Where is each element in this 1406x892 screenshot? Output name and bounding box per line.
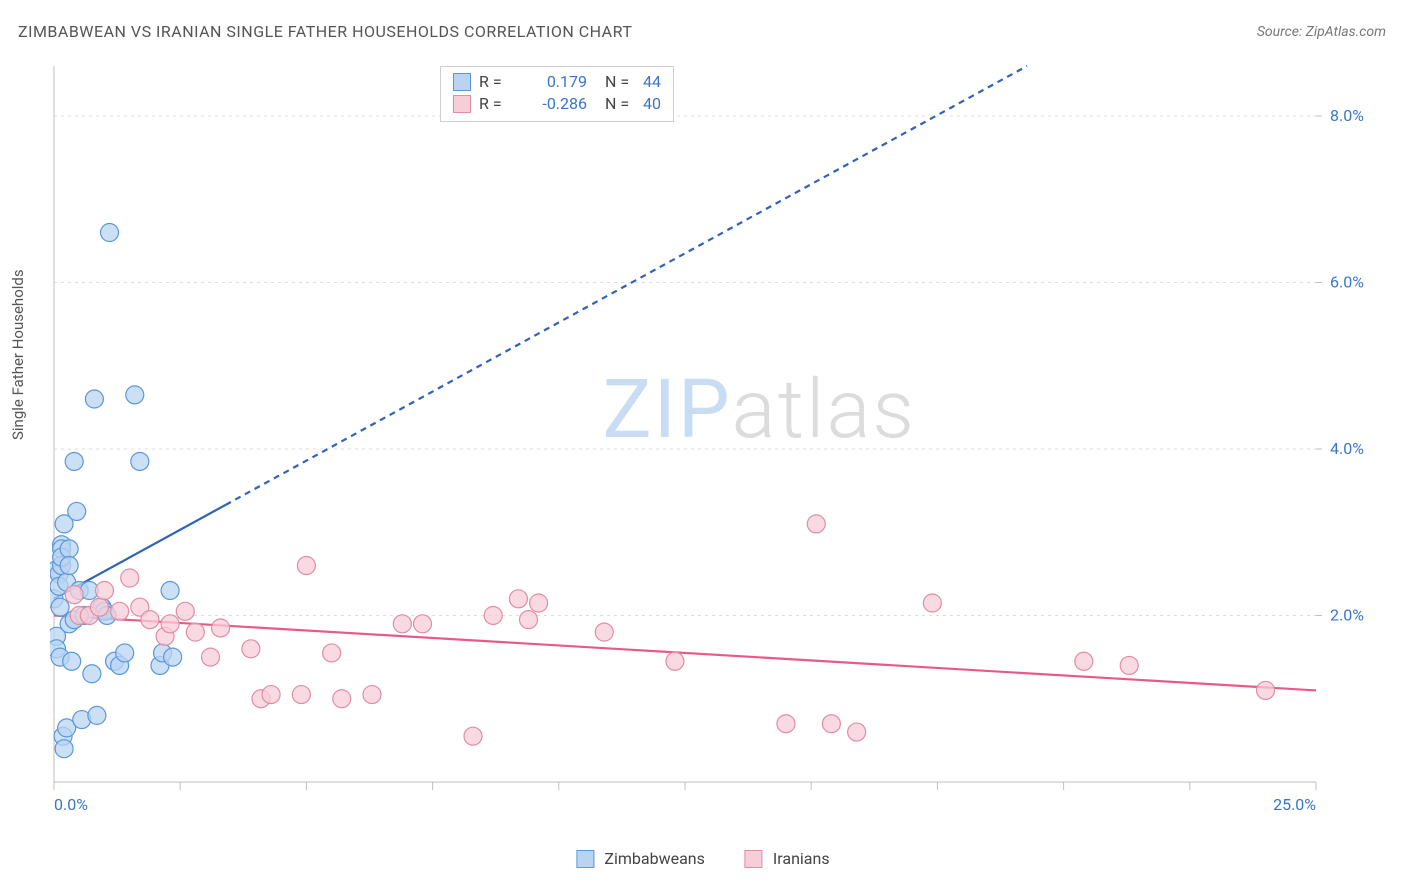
series-legend-item: Iranians [745,849,830,868]
y-tick-label: 6.0% [1330,272,1364,291]
x-tick-label: 0.0% [54,795,88,814]
series-legend: Zimbabweans Iranians [576,849,829,868]
x-tick-label: 25.0% [1273,795,1316,814]
y-axis-label: Single Father Households [9,269,27,440]
source-name: ZipAtlas.com [1306,24,1386,40]
source-prefix: Source: [1257,24,1306,40]
n-value: 44 [643,71,661,93]
n-label: N = [605,71,635,93]
series-legend-label: Zimbabweans [604,849,704,868]
legend-swatch-icon [453,73,471,91]
r-label: R = [479,93,509,115]
n-label: N = [605,93,635,115]
chart-svg: 2.0% 4.0% 6.0% 8.0% 0.0% 25.0% [50,62,1386,822]
r-label: R = [479,71,509,93]
legend-swatch-icon [576,850,594,868]
series-legend-label: Iranians [773,849,830,868]
n-value: 40 [643,93,661,115]
series-legend-item: Zimbabweans [576,849,704,868]
y-tick-label: 8.0% [1330,106,1364,125]
r-value: 0.179 [517,71,587,93]
scatter-plot: 2.0% 4.0% 6.0% 8.0% 0.0% 25.0% [50,62,1386,822]
y-tick-label: 2.0% [1330,605,1364,624]
correlation-legend-row: R = -0.286 N = 40 [453,93,661,115]
r-value: -0.286 [517,93,587,115]
correlation-legend: R = 0.179 N = 44 R = -0.286 N = 40 [440,66,674,122]
legend-swatch-icon [745,850,763,868]
legend-swatch-icon [453,95,471,113]
correlation-legend-row: R = 0.179 N = 44 [453,71,661,93]
source-attribution: Source: ZipAtlas.com [1257,24,1386,40]
chart-title: ZIMBABWEAN VS IRANIAN SINGLE FATHER HOUS… [18,22,632,41]
y-tick-label: 4.0% [1330,439,1364,458]
